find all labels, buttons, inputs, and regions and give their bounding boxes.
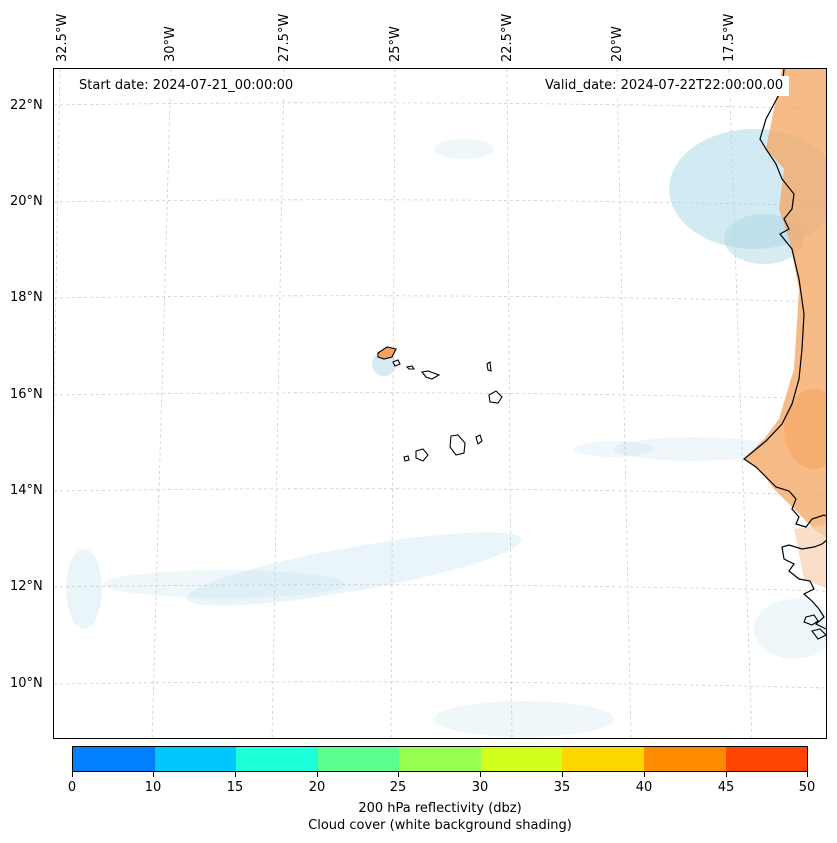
colorbar-segment-8 — [725, 747, 808, 771]
colorbar-ticklabel-45: 45 — [717, 780, 735, 795]
colorbar-ticklabel-10: 10 — [144, 780, 162, 795]
cloud-cover-shading — [66, 129, 826, 737]
lat-label-14n: 14°N — [10, 483, 43, 498]
colorbar-caption-line2: Cloud cover (white background shading) — [308, 818, 572, 833]
lon-label-17-5w: 17.5°W — [722, 13, 737, 62]
lon-label-25w: 25°W — [388, 26, 403, 62]
latitude-gridlines — [54, 102, 826, 689]
colorbar-segment-3 — [317, 747, 400, 771]
colorbar-tick-30 — [480, 772, 481, 777]
colorbar-ticklabel-20: 20 — [308, 780, 326, 795]
lat-label-16n: 16°N — [10, 387, 43, 402]
colorbar-segment-1 — [154, 747, 237, 771]
colorbar-tick-45 — [726, 772, 727, 777]
lat-label-22n: 22°N — [10, 98, 43, 113]
colorbar-tick-15 — [235, 772, 236, 777]
lon-label-20w: 20°W — [610, 26, 625, 62]
colorbar-segment-4 — [399, 747, 481, 771]
colorbar-segment-6 — [562, 747, 644, 771]
lat-label-10n: 10°N — [10, 676, 43, 691]
colorbar-segment-0 — [73, 747, 155, 771]
start-date-label: Start date: 2024-07-21_00:00:00 — [73, 76, 300, 96]
colorbar-tick-0 — [72, 772, 73, 777]
colorbar-segment-5 — [480, 747, 563, 771]
colorbar-caption-line1: 200 hPa reflectivity (dbz) — [358, 801, 522, 816]
lat-label-18n: 18°N — [10, 290, 43, 305]
map-panel — [53, 68, 827, 739]
colorbar-segment-2 — [236, 747, 318, 771]
colorbar-tick-10 — [153, 772, 154, 777]
colorbar-ticklabel-15: 15 — [226, 780, 244, 795]
colorbar-tick-35 — [562, 772, 563, 777]
reflectivity-colorbar — [72, 746, 808, 772]
lon-label-30w: 30°W — [163, 26, 178, 62]
lon-label-27-5w: 27.5°W — [277, 13, 292, 62]
cape-verde-islands — [377, 346, 503, 462]
land-warm-shading — [744, 69, 826, 589]
lon-label-22-5w: 22.5°W — [500, 13, 515, 62]
map-canvas — [54, 69, 826, 738]
lat-label-20n: 20°N — [10, 194, 43, 209]
longitude-gridlines — [54, 69, 753, 738]
valid-date-label: Valid_date: 2024-07-22T22:00:00.00 — [539, 76, 790, 96]
colorbar-ticklabel-25: 25 — [389, 780, 407, 795]
colorbar-tick-50 — [807, 772, 808, 777]
colorbar-segment-7 — [643, 747, 726, 771]
colorbar-ticklabel-40: 40 — [635, 780, 653, 795]
colorbar-ticklabel-35: 35 — [553, 780, 571, 795]
colorbar-tick-25 — [398, 772, 399, 777]
colorbar-ticklabel-0: 0 — [67, 780, 77, 795]
colorbar-ticklabel-50: 50 — [798, 780, 816, 795]
lon-label-32-5w: 32.5°W — [55, 13, 70, 62]
colorbar-tick-40 — [644, 772, 645, 777]
coastal-islands — [803, 614, 826, 640]
africa-coastline — [742, 69, 826, 630]
colorbar-tick-20 — [317, 772, 318, 777]
colorbar-ticklabel-30: 30 — [471, 780, 489, 795]
lat-label-12n: 12°N — [10, 579, 43, 594]
